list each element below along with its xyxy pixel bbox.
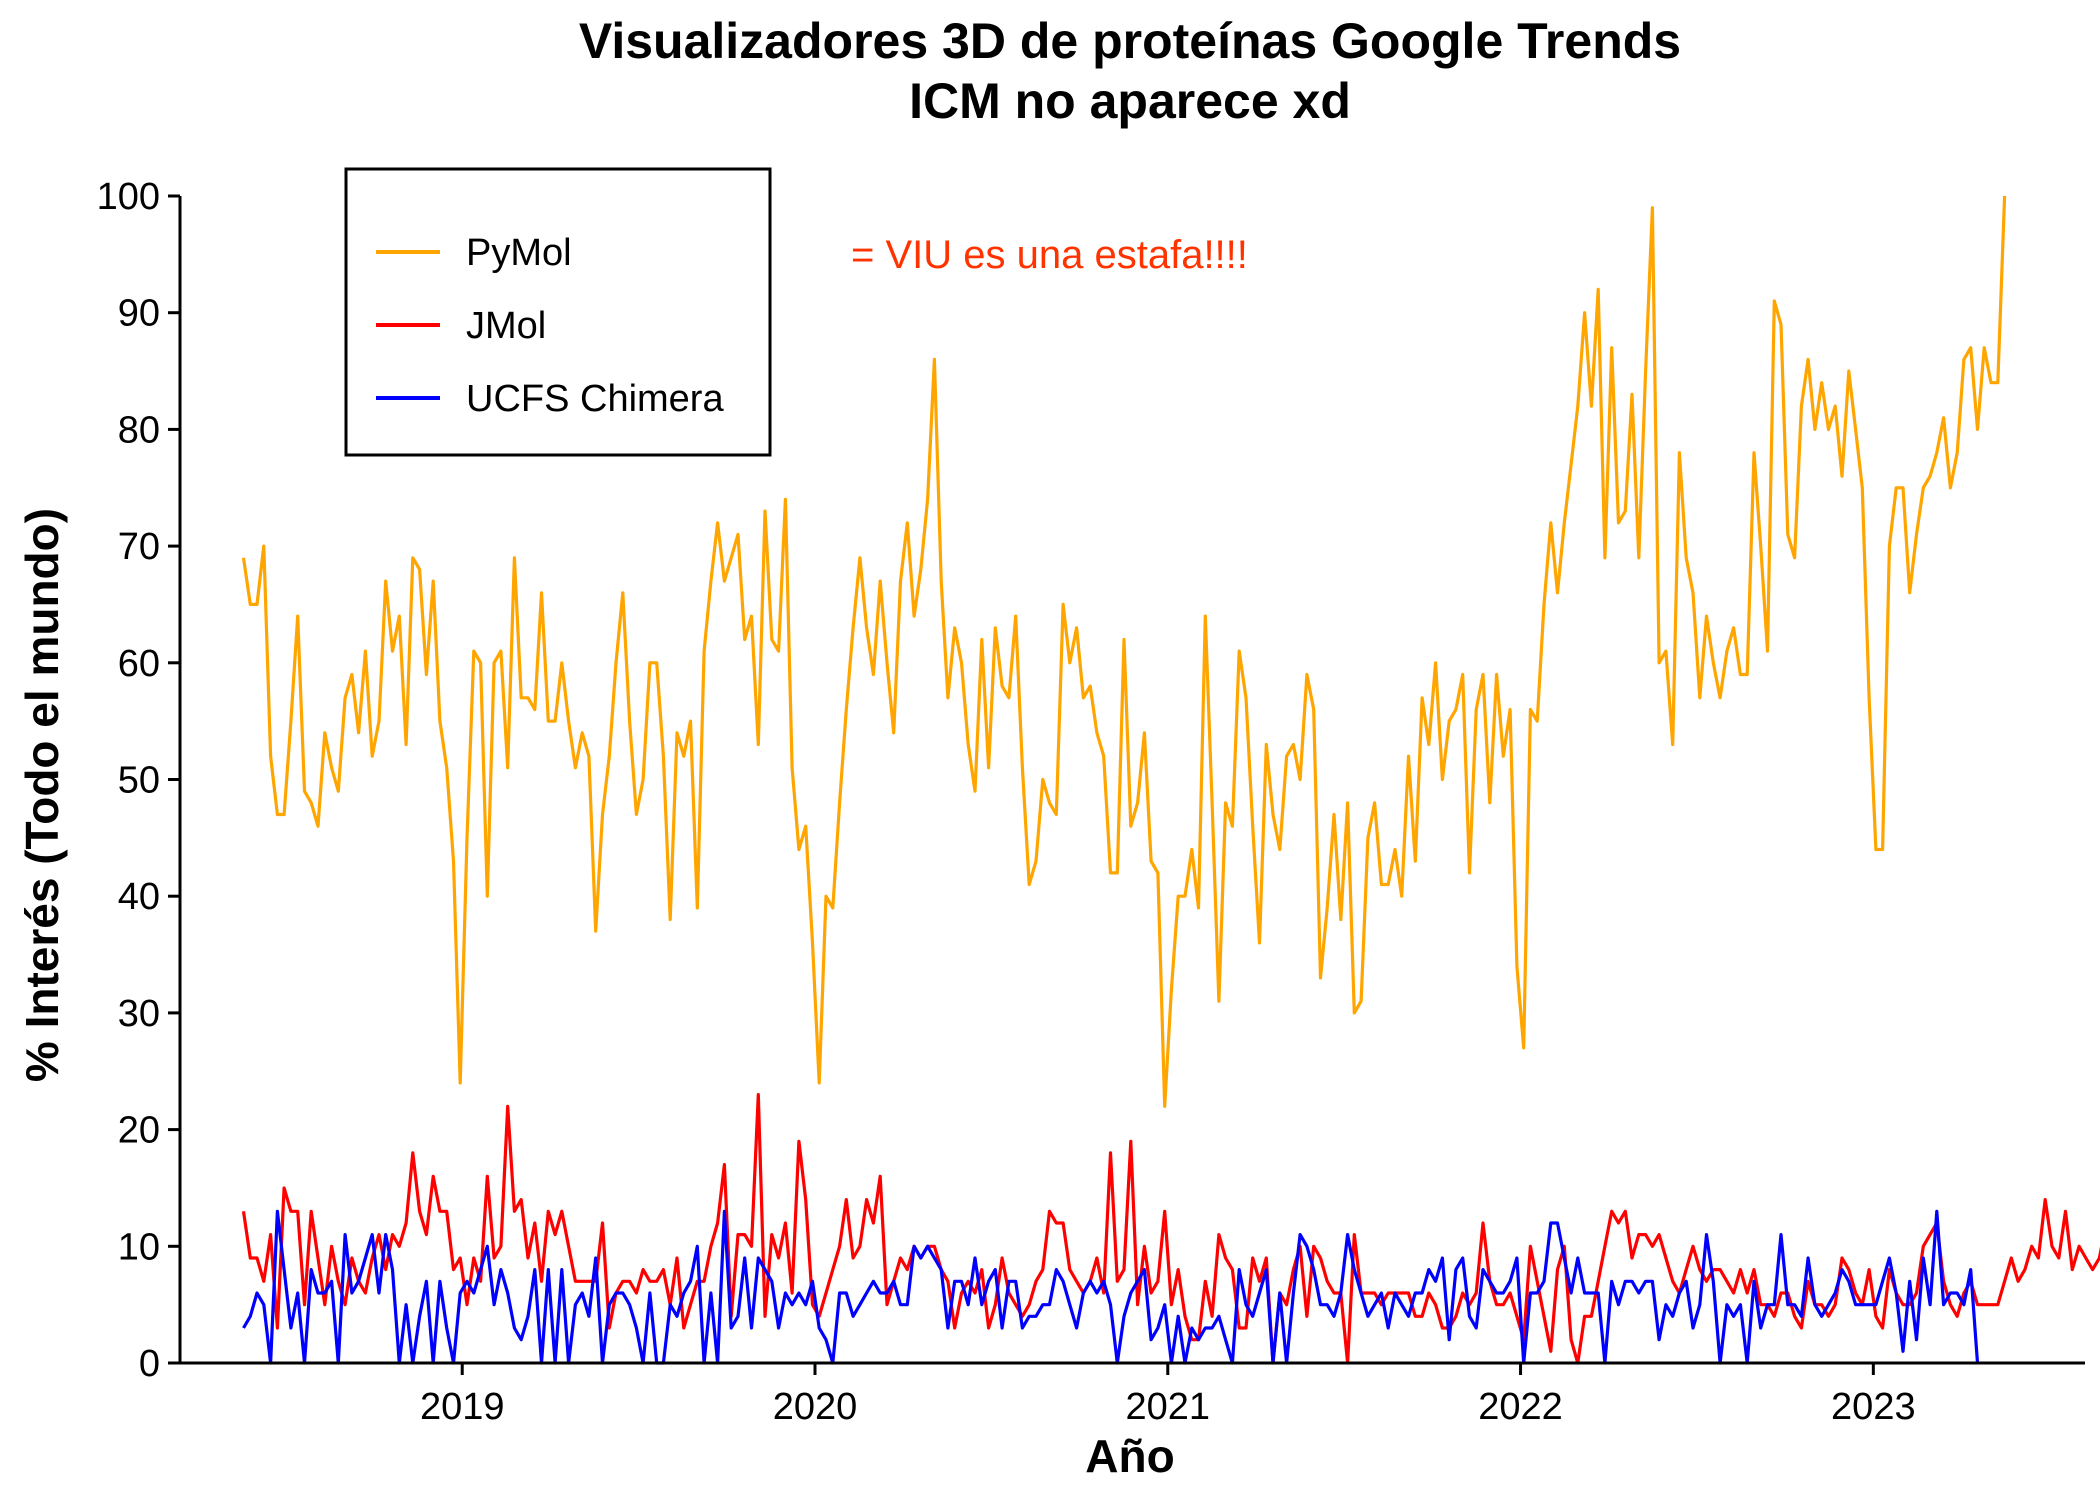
series-line-pymol bbox=[241, 195, 2007, 1108]
x-tick-label: 2021 bbox=[1126, 1386, 1211, 1428]
legend-box bbox=[344, 167, 772, 457]
y-tick-label: 100 bbox=[97, 176, 160, 218]
y-tick-label: 40 bbox=[118, 876, 160, 918]
plot-area bbox=[241, 195, 2100, 1365]
y-tick-label: 10 bbox=[118, 1226, 160, 1268]
y-tick-label: 30 bbox=[118, 993, 160, 1035]
legend-label: PyMol bbox=[466, 232, 572, 274]
x-axis: 2019 2020 2021 2022 2023 bbox=[180, 1361, 2085, 1428]
y-axis: 0 10 20 30 40 50 60 70 80 90 100 bbox=[97, 176, 182, 1385]
x-tick-label: 2019 bbox=[420, 1386, 505, 1428]
chart-subtitle: ICM no aparece xd bbox=[909, 73, 1351, 129]
annotation-text: = VIU es una estafa!!!! bbox=[851, 233, 1248, 277]
legend-label: JMol bbox=[466, 305, 546, 347]
y-tick-label: 90 bbox=[118, 293, 160, 335]
y-tick-label: 80 bbox=[118, 409, 160, 451]
x-tick-label: 2020 bbox=[773, 1386, 858, 1428]
y-axis-title: % Interés (Todo el mundo) bbox=[16, 508, 68, 1082]
series-line-jmol bbox=[241, 1092, 2100, 1365]
y-tick-label: 0 bbox=[139, 1343, 160, 1385]
legend: PyMol JMol UCFS Chimera bbox=[344, 167, 772, 457]
legend-label: UCFS Chimera bbox=[466, 378, 724, 420]
y-tick-label: 50 bbox=[118, 760, 160, 802]
x-tick-label: 2023 bbox=[1831, 1386, 1916, 1428]
chart-title: Visualizadores 3D de proteínas Google Tr… bbox=[579, 13, 1681, 69]
y-tick-label: 70 bbox=[118, 526, 160, 568]
x-axis-title: Año bbox=[1085, 1430, 1174, 1482]
y-tick-label: 20 bbox=[118, 1110, 160, 1152]
y-tick-label: 60 bbox=[118, 643, 160, 685]
x-tick-label: 2022 bbox=[1478, 1386, 1563, 1428]
series-line-ucfs-chimera bbox=[242, 1209, 1980, 1365]
